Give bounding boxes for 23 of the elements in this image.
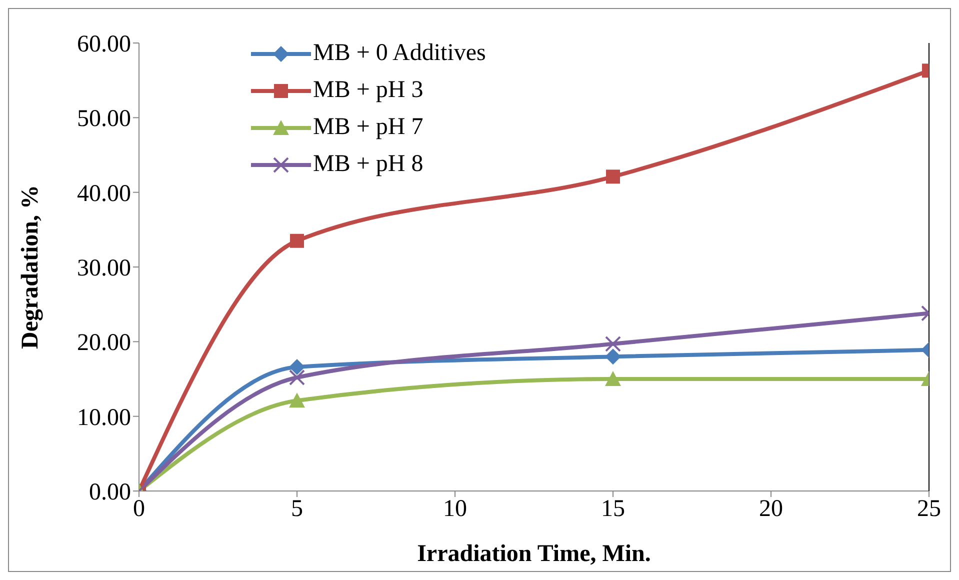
x-tick-label: 20	[759, 496, 783, 522]
legend-label: MB + pH 7	[313, 114, 424, 141]
x-axis-title: Irradiation Time, Min.	[417, 541, 651, 567]
y-tick-label: 10.00	[77, 404, 131, 431]
point	[289, 359, 305, 376]
point	[289, 392, 305, 408]
point	[289, 370, 305, 386]
x-tick-label: 10	[443, 496, 467, 522]
x-tick-label: 0	[133, 496, 145, 522]
y-tick-label: 40.00	[77, 180, 131, 207]
y-tick-label: 0.00	[89, 480, 131, 506]
x-tick-label: 5	[291, 496, 303, 522]
legend-label: MB + 0 Additives	[313, 40, 486, 67]
y-tick-label: 20.00	[77, 330, 131, 356]
legend-label: MB + pH 3	[313, 77, 424, 104]
y-tick-label: 50.00	[77, 106, 131, 132]
point	[290, 234, 304, 248]
x-tick-label: 15	[601, 496, 625, 522]
y-axis-title: Degradation, %	[18, 185, 44, 349]
y-tick-label: 60.00	[77, 32, 131, 58]
y-tick-label: 30.00	[77, 256, 131, 282]
legend-label: MB + pH 8	[313, 151, 424, 178]
x-tick-label: 25	[917, 496, 941, 522]
